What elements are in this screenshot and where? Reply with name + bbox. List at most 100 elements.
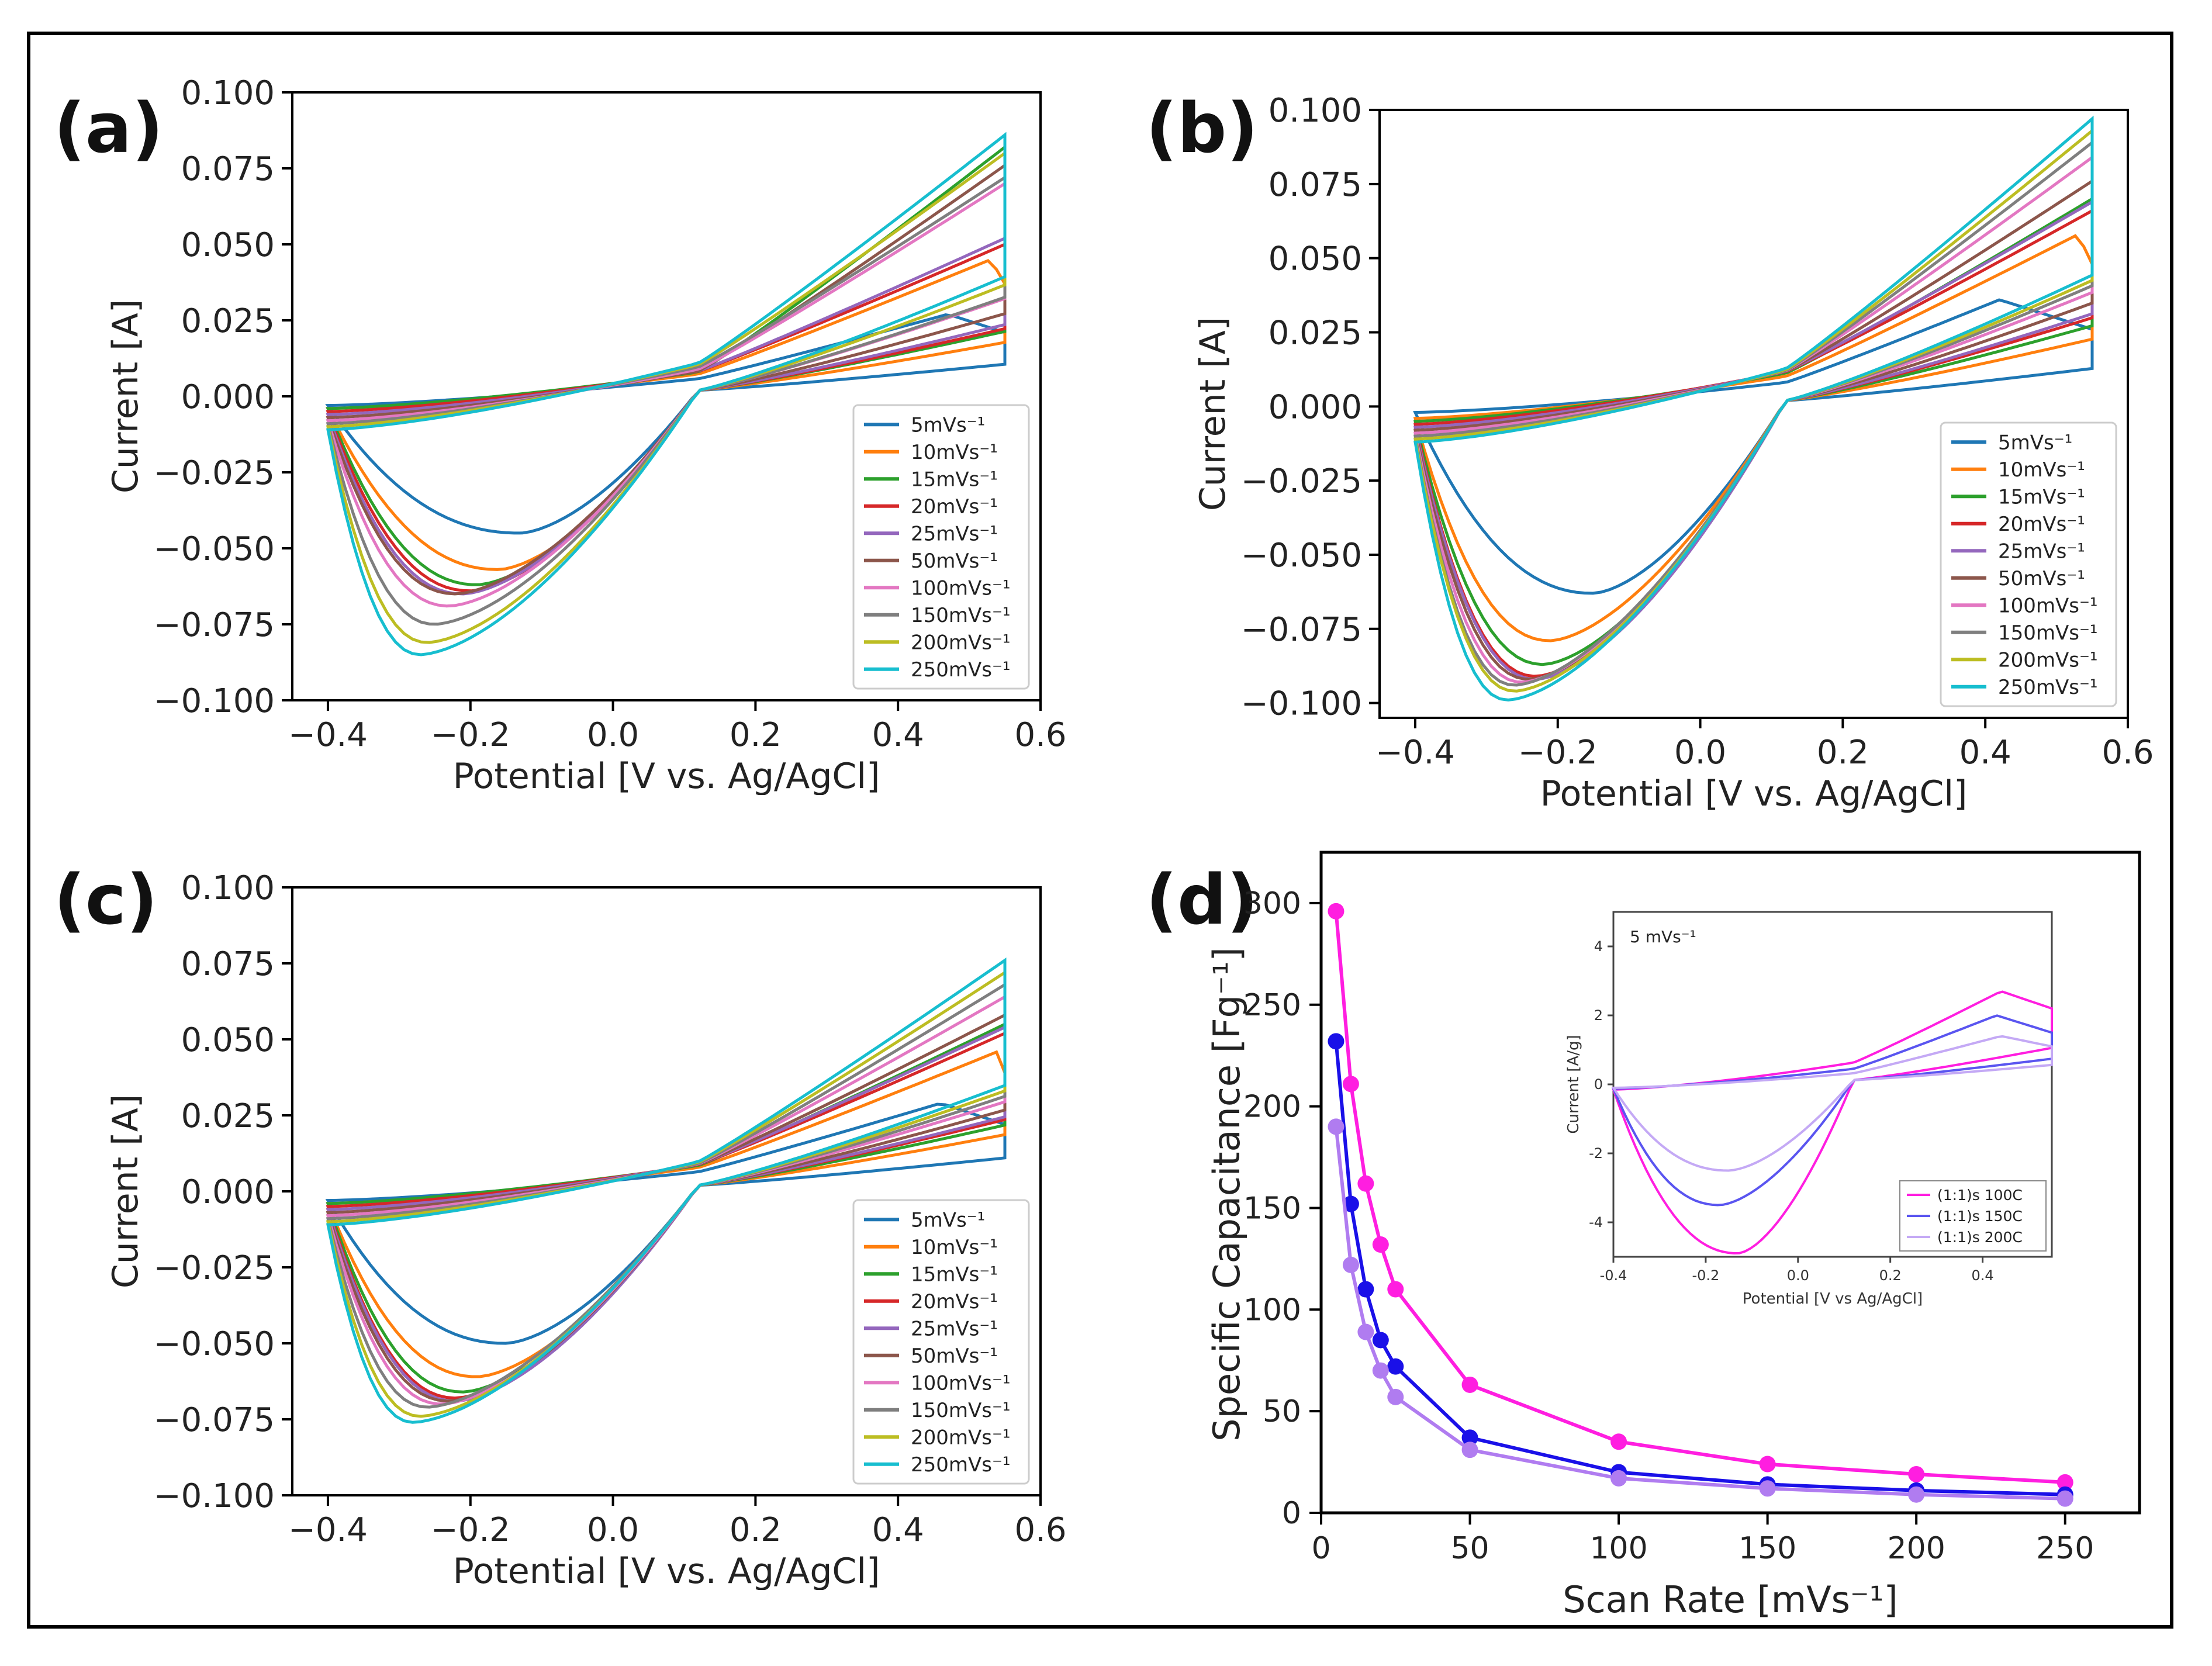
- legend-label-6: 100mVs⁻¹: [911, 1371, 1011, 1395]
- cv-curve-0: [1413, 298, 2094, 595]
- legend-label-4: 25mVs⁻¹: [911, 522, 998, 545]
- cv-curve-0: [325, 1102, 1007, 1345]
- legend-label-2: 15mVs⁻¹: [911, 1263, 998, 1286]
- panel-label-d: (d): [1146, 859, 1259, 940]
- y-tick-label-8: 0.100: [181, 869, 275, 907]
- x-tick-label-3: 0.2: [730, 1511, 782, 1549]
- x-tick-label-5: 0.6: [1014, 716, 1066, 754]
- x-tick-label-1: 50: [1450, 1531, 1489, 1566]
- legend-label-8: 200mVs⁻¹: [911, 631, 1011, 654]
- plot-frame: [1378, 109, 2129, 719]
- capacitance-chart-d: 0 50 100 150 200 250 0 50 100 150 200 250 300 Scan Ra…: [1205, 851, 2141, 1621]
- inset-x-tick-label-1: -0.2: [1692, 1267, 1719, 1284]
- y-axis-label: Current [A]: [105, 1094, 146, 1288]
- cv-curve-4: [326, 236, 1007, 596]
- legend-label-0: 5mVs⁻¹: [1998, 431, 2072, 454]
- x-tick-label-2: 100: [1589, 1531, 1647, 1566]
- y-tick-label-0: 0: [1282, 1496, 1301, 1531]
- x-tick-label-5: 0.6: [1014, 1511, 1066, 1549]
- y-tick-label-1: −0.075: [154, 606, 275, 644]
- legend-box: [852, 404, 1030, 690]
- legend-label-8: 200mVs⁻¹: [1998, 648, 2098, 672]
- data-point-0-2: [1357, 1175, 1374, 1192]
- y-axis-label: Current [A]: [1193, 317, 1233, 511]
- y-tick-label-4: 200: [1243, 1090, 1301, 1125]
- legend-label-9: 250mVs⁻¹: [911, 658, 1011, 682]
- legend-label-8: 200mVs⁻¹: [911, 1426, 1011, 1449]
- x-axis-label: Potential [V vs. Ag/AgCl]: [453, 1551, 880, 1590]
- legend-label-5: 50mVs⁻¹: [1998, 567, 2085, 590]
- inset-legend-label-2: (1:1)s 200C: [1937, 1229, 2023, 1246]
- data-point-0-7: [1759, 1456, 1776, 1473]
- x-tick-label-0: −0.4: [288, 1511, 368, 1549]
- legend-label-1: 10mVs⁻¹: [911, 1236, 998, 1259]
- x-tick-label-2: 0.0: [587, 716, 639, 754]
- x-tick-label-5: 0.6: [2102, 734, 2154, 772]
- data-point-2-3: [1372, 1362, 1389, 1379]
- cv-curve-0: [325, 313, 1007, 535]
- legend-label-0: 5mVs⁻¹: [911, 1208, 985, 1232]
- data-point-2-7: [1759, 1480, 1776, 1497]
- data-point-0-3: [1372, 1236, 1389, 1253]
- data-point-1-1: [1342, 1195, 1359, 1212]
- x-tick-label-5: 250: [2036, 1531, 2094, 1566]
- inset-x-axis-label: Potential [V vs Ag/AgCl]: [1743, 1290, 1923, 1308]
- inset-x-tick-label-3: 0.2: [1879, 1267, 1902, 1284]
- inset-legend-label-1: (1:1)s 150C: [1937, 1208, 2023, 1225]
- x-tick-label-1: −0.2: [431, 1511, 510, 1549]
- legend-label-0: 5mVs⁻¹: [911, 413, 985, 437]
- data-point-2-2: [1357, 1323, 1374, 1340]
- cv-curve-5: [1413, 178, 2094, 681]
- legend-label-9: 250mVs⁻¹: [1998, 676, 2098, 699]
- data-point-1-2: [1357, 1281, 1374, 1298]
- inset-y-axis-label: Current [A/g]: [1565, 1035, 1582, 1133]
- legend-box: [1940, 421, 2117, 707]
- x-axis-label: Potential [V vs. Ag/AgCl]: [1540, 773, 1968, 814]
- inset-x-tick-label-0: -0.4: [1600, 1267, 1627, 1284]
- inset-y-tick-label-3: 2: [1594, 1007, 1603, 1024]
- legend-label-6: 100mVs⁻¹: [1998, 594, 2098, 617]
- panel-label-b: (b): [1146, 88, 1259, 168]
- data-point-2-6: [1610, 1470, 1627, 1487]
- data-point-1-3: [1372, 1332, 1389, 1349]
- y-tick-label-7: 0.075: [181, 945, 275, 983]
- legend-label-3: 20mVs⁻¹: [911, 495, 998, 519]
- legend-label-7: 150mVs⁻¹: [1998, 621, 2098, 645]
- y-tick-label-6: 0.050: [181, 226, 275, 264]
- legend-label-7: 150mVs⁻¹: [911, 604, 1011, 627]
- series-line-2: [1334, 1126, 2065, 1501]
- legend-box: [852, 1199, 1030, 1485]
- data-point-0-5: [1461, 1376, 1478, 1393]
- y-tick-label-3: −0.025: [154, 1249, 275, 1287]
- data-point-2-0: [1328, 1118, 1345, 1135]
- cv-curve-9: [326, 132, 1007, 656]
- x-tick-label-4: 0.4: [1959, 734, 2011, 772]
- x-tick-label-4: 200: [1888, 1531, 1945, 1566]
- legend-label-2: 15mVs⁻¹: [1998, 485, 2085, 509]
- panel-label-c: (c): [54, 859, 158, 940]
- x-tick-label-4: 0.4: [872, 1511, 924, 1549]
- series-line-0: [1334, 911, 2065, 1484]
- inset-y-tick-label-2: 0: [1594, 1076, 1603, 1093]
- x-tick-label-3: 150: [1739, 1531, 1796, 1566]
- inset-y-tick-label-4: 4: [1594, 938, 1603, 955]
- x-tick-label-0: −0.4: [288, 716, 368, 754]
- data-point-2-8: [1908, 1486, 1925, 1503]
- y-tick-label-0: −0.100: [154, 1477, 275, 1515]
- cv-curve-5: [326, 1012, 1007, 1403]
- data-point-2-9: [2057, 1490, 2073, 1507]
- legend-label-5: 50mVs⁻¹: [911, 549, 998, 573]
- inset-legend-label-0: (1:1)s 100C: [1937, 1187, 2023, 1204]
- y-tick-label-5: 0.025: [181, 302, 275, 340]
- x-tick-label-0: −0.4: [1375, 734, 1455, 772]
- y-tick-label-6: 300: [1243, 886, 1301, 921]
- y-tick-label-3: 150: [1243, 1191, 1301, 1226]
- y-tick-label-2: 100: [1243, 1292, 1301, 1328]
- y-tick-label-3: −0.025: [154, 454, 275, 492]
- y-tick-label-6: 0.050: [181, 1021, 275, 1059]
- x-tick-label-3: 0.2: [1817, 734, 1869, 772]
- y-tick-label-0: −0.100: [154, 682, 275, 720]
- inset-curve-2: [1611, 1035, 2053, 1172]
- cv-chart-c: −0.4 −0.2 0.0 0.2 0.4 0.6 −0.100 −0.075 −0.050 −0…: [105, 869, 1067, 1590]
- data-point-2-5: [1461, 1442, 1478, 1458]
